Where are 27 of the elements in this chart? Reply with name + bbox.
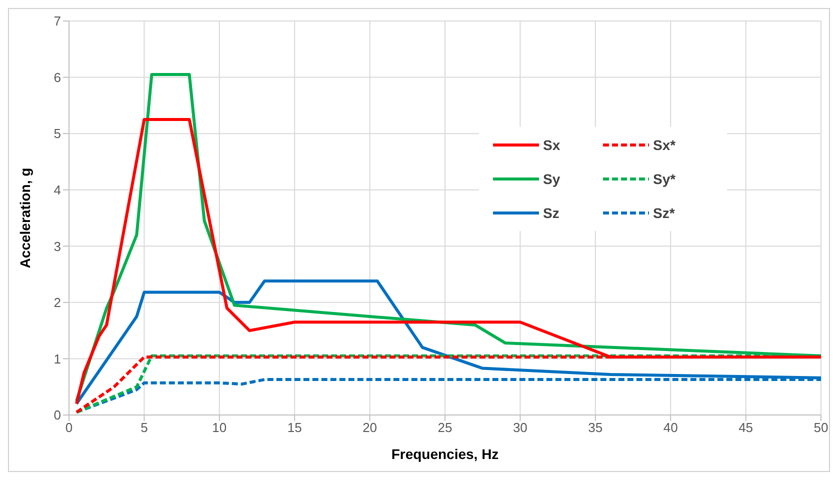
y-tick-label: 3 (54, 238, 61, 254)
legend-label: Sz (543, 205, 560, 221)
y-tick-label: 6 (54, 70, 61, 85)
legend-label: Sy (543, 171, 560, 187)
x-tick-label: 45 (738, 420, 754, 436)
y-axis-title: Acceleration, g (16, 168, 33, 268)
legend-label: Sx (543, 137, 560, 153)
legend-label: Sy* (653, 171, 676, 187)
y-tick-label: 1 (54, 351, 61, 366)
y-tick-label: 2 (54, 295, 61, 310)
x-tick-label: 0 (65, 420, 73, 436)
x-axis-title: Frequencies, Hz (391, 446, 499, 462)
y-tick-label: 5 (54, 126, 61, 142)
x-tick-label: 40 (663, 420, 678, 436)
x-tick-label: 50 (814, 420, 828, 436)
x-tick-label: 20 (362, 420, 378, 436)
x-tick-label: 10 (212, 420, 227, 436)
x-tick-label: 35 (588, 420, 603, 436)
x-tick-label: 5 (140, 420, 148, 436)
y-tick-label: 7 (54, 14, 61, 29)
legend-label: Sx* (653, 137, 676, 153)
y-tick-label: 0 (54, 408, 61, 423)
x-tick-label: 15 (287, 420, 302, 436)
x-tick-label: 25 (438, 420, 452, 436)
legend-label: Sz* (653, 205, 675, 221)
x-tick-label: 30 (512, 420, 528, 436)
y-tick-label: 4 (54, 182, 61, 198)
